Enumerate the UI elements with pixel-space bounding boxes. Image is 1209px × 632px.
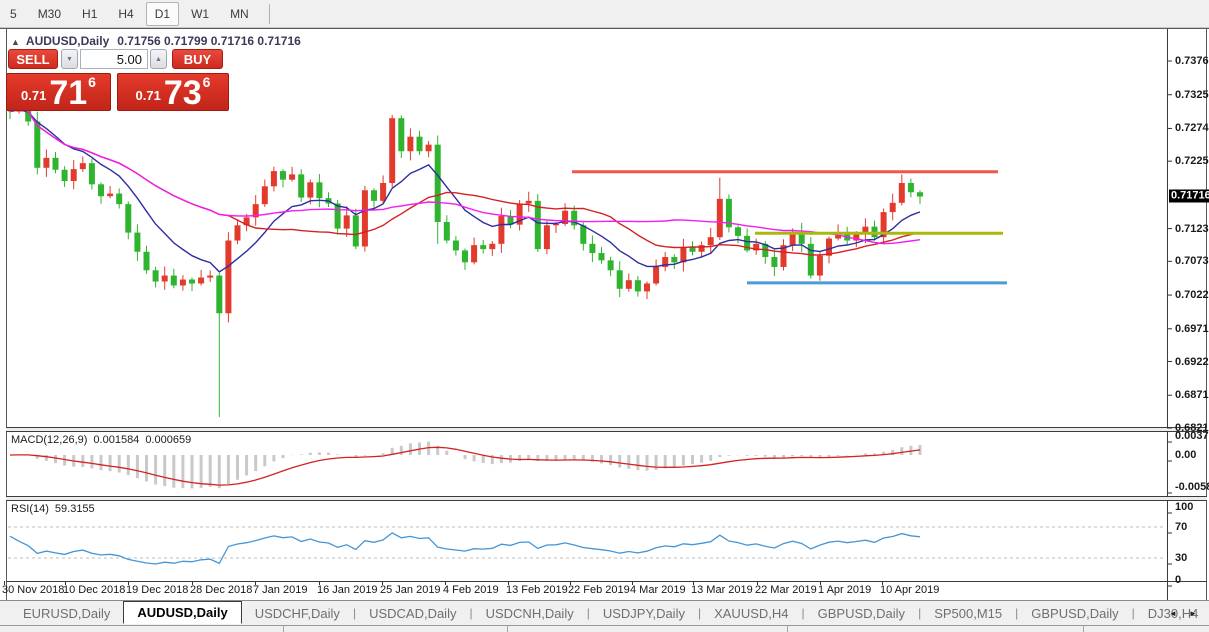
buy-button[interactable]: BUY <box>172 49 223 69</box>
arrow-right-icon: ► <box>1189 608 1197 618</box>
date-tick-label: 13 Feb 2019 <box>506 584 568 596</box>
status-divider <box>283 626 284 632</box>
ohlc-values: 0.71756 0.71799 0.71716 0.71716 <box>117 34 301 48</box>
price-tick-label: 0.73765 <box>1175 55 1209 67</box>
indicator-axis-label: 0.003793 <box>1175 430 1209 442</box>
collapse-arrow-icon[interactable]: ▲ <box>11 37 20 47</box>
status-divider <box>787 626 788 632</box>
symbol-period-label: AUDUSD,Daily <box>25 34 110 48</box>
status-divider <box>1083 626 1084 632</box>
tab-dj30-10[interactable]: DJ30,H4 <box>1147 605 1199 621</box>
tab-scroll-left-button[interactable]: ◄ <box>1165 606 1181 620</box>
tab-eurusd-0[interactable]: EURUSD,Daily <box>23 605 111 621</box>
date-tick-label: 30 Nov 2018 <box>2 584 65 596</box>
sell-price-prefix: 0.71 <box>21 88 47 103</box>
toolbar-separator <box>268 3 270 24</box>
timeframe-toolbar: 5 M30 H1 H4 D1 W1 MN <box>0 0 1209 28</box>
chart-tab-bar: EURUSD,Daily AUDUSD,Daily USDCHF,Daily | USD… <box>0 601 1209 625</box>
date-tick-label: 1 Apr 2019 <box>818 584 872 596</box>
date-tick-label: 28 Dec 2018 <box>190 584 253 596</box>
tab-usdcad-3[interactable]: USDCAD,Daily <box>369 605 457 621</box>
date-tick-label: 22 Mar 2019 <box>755 584 817 596</box>
tab-scroll-right-button[interactable]: ► <box>1185 606 1201 620</box>
price-tick-label: 0.72745 <box>1175 122 1209 135</box>
status-divider <box>507 626 508 632</box>
tab-usdjpy-5[interactable]: USDJPY,Daily <box>602 605 685 621</box>
volume-decrease-button[interactable]: ▼ <box>61 49 78 69</box>
tab-separator: | <box>586 606 590 620</box>
tab-gbpusd-9[interactable]: GBPUSD,Daily <box>1031 605 1119 621</box>
tab-separator: | <box>1015 606 1019 620</box>
price-tick-label: 0.69715 <box>1175 322 1209 335</box>
rsi-label: RSI(14) 59.3155 <box>11 503 95 515</box>
buy-price-pipette: 6 <box>202 74 211 90</box>
buy-price-prefix: 0.71 <box>135 88 161 103</box>
buy-price-digits: 73 <box>163 74 202 112</box>
indicator-axis-label: 100 <box>1175 501 1194 513</box>
sell-price-pipette: 6 <box>88 74 96 90</box>
status-bar <box>0 625 1209 632</box>
tab-gbpusd-7[interactable]: GBPUSD,Daily <box>817 605 906 621</box>
current-price-badge: 0.71716 <box>1169 189 1209 203</box>
date-tick-label: 13 Mar 2019 <box>691 584 753 596</box>
date-tick-label: 22 Feb 2019 <box>568 584 630 596</box>
date-tick-label: 25 Jan 2019 <box>380 584 441 596</box>
chevron-up-icon: ▲ <box>155 55 162 63</box>
tab-usdcnh-4[interactable]: USDCNH,Daily <box>485 605 574 621</box>
price-tick-label: 0.73255 <box>1175 88 1209 101</box>
indicator-axis-label: 70 <box>1175 521 1188 533</box>
indicator-axis-label: 0.00 <box>1175 449 1197 461</box>
indicator-axis-label: -0.005864 <box>1175 481 1209 493</box>
tab-sp500-8[interactable]: SP500,M15 <box>934 605 1003 621</box>
date-tick-label: 16 Jan 2019 <box>317 584 378 596</box>
tab-audusd-1[interactable]: AUDUSD,Daily <box>123 601 242 624</box>
chevron-down-icon: ▼ <box>66 55 73 63</box>
volume-increase-button[interactable]: ▲ <box>150 49 167 69</box>
indicator-axis-label: 30 <box>1175 552 1188 564</box>
date-tick-label: 4 Feb 2019 <box>443 584 499 596</box>
price-tick-label: 0.70735 <box>1175 255 1209 268</box>
date-tick-label: 10 Dec 2018 <box>63 584 126 596</box>
buy-price-tile[interactable]: 0.71 73 6 <box>117 73 229 111</box>
arrow-left-icon: ◄ <box>1169 608 1177 618</box>
timeframe-button-5[interactable]: 5 <box>10 6 17 21</box>
price-tick-label: 0.70225 <box>1175 289 1209 302</box>
price-tick-label: 0.68215 <box>1175 421 1209 434</box>
tab-separator: | <box>918 606 922 620</box>
date-tick-label: 4 Mar 2019 <box>630 584 686 596</box>
timeframe-button-d1[interactable]: D1 <box>145 1 180 26</box>
date-tick-label: 7 Jan 2019 <box>253 584 308 596</box>
timeframe-button-h4[interactable]: H4 <box>118 6 134 21</box>
timeframe-button-m30[interactable]: M30 <box>37 6 62 21</box>
tab-separator: | <box>801 606 805 620</box>
tab-separator: | <box>697 606 702 620</box>
tab-xauusd-6[interactable]: XAUUSD,H4 <box>714 605 789 621</box>
indicator-axis-label: 0 <box>1175 574 1182 586</box>
volume-input[interactable] <box>80 49 148 69</box>
sell-price-tile[interactable]: 0.71 71 6 <box>6 73 111 111</box>
sell-price-digits: 71 <box>49 74 88 112</box>
tab-separator: | <box>352 606 357 620</box>
chart-title: ▲ AUDUSD,Daily 0.71756 0.71799 0.71716 0.7… <box>11 34 301 48</box>
macd-label: MACD(12,26,9) 0.001584 0.000659 <box>11 434 192 446</box>
timeframe-button-w1[interactable]: W1 <box>191 6 210 21</box>
timeframe-button-h1[interactable]: H1 <box>82 6 98 21</box>
tab-separator: | <box>469 606 473 620</box>
date-tick-label: 10 Apr 2019 <box>880 584 940 596</box>
tab-usdchf-2[interactable]: USDCHF,Daily <box>254 605 340 621</box>
timeframe-button-mn[interactable]: MN <box>230 6 249 21</box>
tab-separator: | <box>1131 606 1135 620</box>
date-tick-label: 19 Dec 2018 <box>126 584 189 596</box>
sell-button[interactable]: SELL <box>8 49 58 69</box>
